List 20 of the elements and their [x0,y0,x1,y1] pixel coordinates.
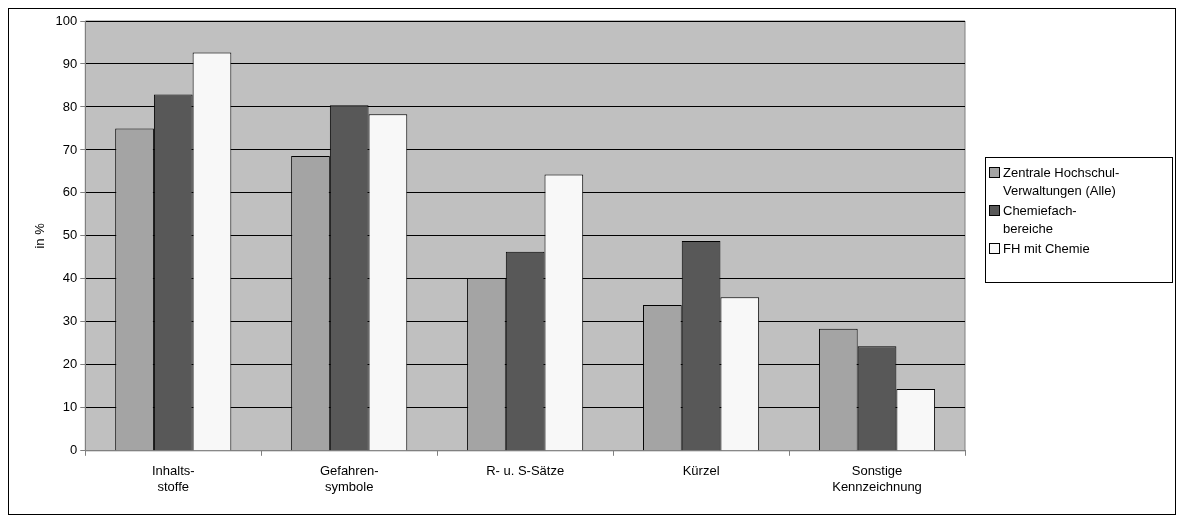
y-tick-label: 20 [62,356,78,372]
x-tick-label: Gefahren- symbole [319,463,379,494]
y-tick-label: 40 [62,270,78,286]
y-tick-label: 60 [62,184,78,200]
legend-label: Zentrale Hochschul-Verwaltungen (Alle) [1003,164,1121,200]
y-tick-label: 90 [62,55,78,71]
legend-label: Chemiefach-bereiche [1003,202,1078,238]
y-tick-label: 70 [62,141,78,157]
y-tick-label: 50 [62,227,78,243]
y-tick-label: 0 [70,442,78,458]
x-tick-label: Kürzel [682,463,720,479]
y-tick-label: 80 [62,98,78,114]
y-axis-title: in % [32,222,48,249]
x-tick-label: R- u. S-Sätze [486,463,565,479]
y-tick-label: 10 [62,399,78,415]
y-tick-label: 30 [62,313,78,329]
y-tick-label: 100 [55,12,78,28]
x-tick-label: Inhalts- stoffe [151,463,195,494]
x-tick-label: Sonstige Kennzeichnung [832,463,922,494]
legend-label: FH mit Chemie [1003,240,1091,258]
